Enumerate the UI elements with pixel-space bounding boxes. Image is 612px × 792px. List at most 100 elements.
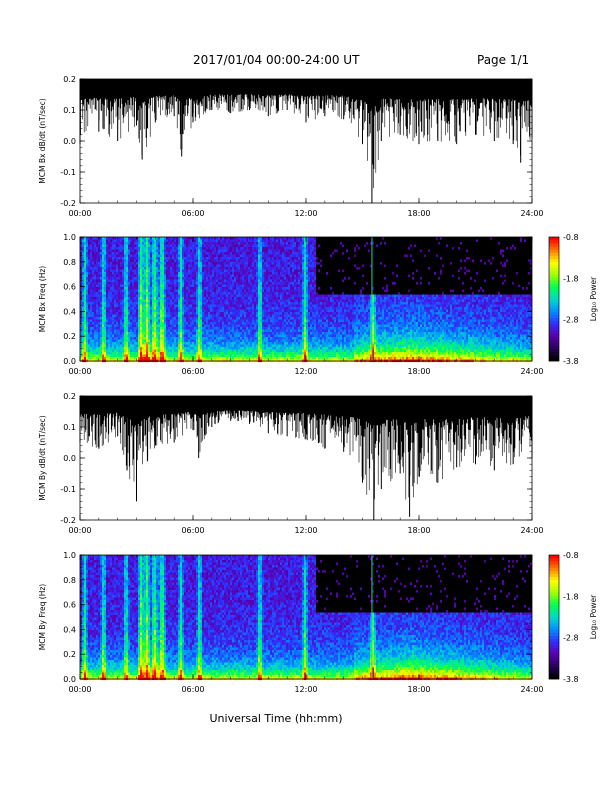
spectrogram-cell xyxy=(96,319,98,323)
spectrogram-cell xyxy=(92,342,94,345)
spectrogram-cell xyxy=(96,289,98,293)
spectrogram-cell xyxy=(106,257,108,260)
spectrogram-cell xyxy=(264,269,266,273)
spectrogram-cell xyxy=(228,357,230,360)
spectrogram-cell xyxy=(230,242,232,245)
spectrogram-cell xyxy=(224,262,226,265)
spectrogram-cell xyxy=(146,342,148,345)
spectrogram-cell xyxy=(184,242,186,245)
spectrogram-cell xyxy=(170,347,172,350)
spectrogram-cell xyxy=(176,354,178,358)
spectrogram-cell xyxy=(250,252,252,255)
spectrogram-cell xyxy=(116,277,118,280)
spectrogram-cell xyxy=(86,249,88,253)
spectrogram-cell xyxy=(80,357,82,360)
spectrogram-cell xyxy=(144,262,146,265)
spectrogram-cell xyxy=(232,242,234,245)
spectrogram-cell xyxy=(84,267,86,270)
spectrogram-cell xyxy=(118,294,120,298)
spectrogram-cell xyxy=(272,292,274,295)
spectrogram-cell xyxy=(216,239,218,243)
spectrogram-cell xyxy=(166,337,168,340)
spectrogram-cell xyxy=(208,352,210,355)
spectrogram-cell xyxy=(86,247,88,250)
spectrogram-cell xyxy=(92,297,94,300)
spectrogram-cell xyxy=(132,322,134,325)
spectrogram-cell xyxy=(150,277,152,280)
spectrogram-cell xyxy=(184,252,186,255)
spectrogram-cell xyxy=(258,274,260,278)
spectrogram-cell xyxy=(150,289,152,293)
spectrogram-cell xyxy=(154,237,156,240)
spectrogram-cell xyxy=(150,339,152,343)
spectrogram-cell xyxy=(188,304,190,308)
spectrogram-cell xyxy=(194,347,196,350)
spectrogram-cell xyxy=(248,307,250,310)
spectrogram-cell xyxy=(238,344,240,348)
spectrogram-cell xyxy=(104,334,106,338)
spectrogram-cell xyxy=(94,334,96,338)
spectrogram-cell xyxy=(136,339,138,343)
spectrogram-cell xyxy=(136,319,138,323)
spectrogram-cell xyxy=(116,314,118,318)
spectrogram-cell xyxy=(152,314,154,318)
spectrogram-cell xyxy=(106,309,108,313)
spectrogram-cell xyxy=(170,304,172,308)
spectrogram-cell xyxy=(248,354,250,358)
spectrogram-cell xyxy=(140,242,142,245)
spectrogram-cell xyxy=(150,247,152,250)
spectrogram-cell xyxy=(128,319,130,323)
spectrogram-cell xyxy=(176,284,178,288)
spectrogram-cell xyxy=(266,309,268,313)
spectrogram-cell xyxy=(168,242,170,245)
spectrogram-cell xyxy=(242,352,244,355)
spectrogram-cell xyxy=(196,262,198,265)
spectrogram-cell xyxy=(184,347,186,350)
spectrogram-cell xyxy=(192,322,194,325)
spectrogram-cell xyxy=(186,339,188,343)
spectrogram-cell xyxy=(116,292,118,295)
spectrogram-cell xyxy=(232,314,234,318)
spectrogram-cell xyxy=(216,242,218,245)
spectrogram-cell xyxy=(112,257,114,260)
spectrogram-cell xyxy=(226,302,228,305)
spectrogram-cell xyxy=(256,357,258,360)
spectrogram-cell xyxy=(138,347,140,350)
spectrogram-cell xyxy=(110,299,112,303)
spectrogram-cell xyxy=(106,322,108,325)
spectrogram-cell xyxy=(240,327,242,330)
spectrogram-cell xyxy=(246,312,248,315)
spectrogram-cell xyxy=(266,304,268,308)
spectrogram-cell xyxy=(134,254,136,258)
spectrogram-cell xyxy=(262,304,264,308)
spectrogram-cell xyxy=(124,302,126,305)
spectrogram-cell xyxy=(84,242,86,245)
spectrogram-cell xyxy=(224,292,226,295)
spectrogram-cell xyxy=(122,324,124,328)
spectrogram-cell xyxy=(258,257,260,260)
spectrogram-cell xyxy=(210,329,212,333)
spectrogram-cell xyxy=(270,287,272,290)
spectrogram-cell xyxy=(184,282,186,285)
spectrogram-cell xyxy=(210,252,212,255)
page-number: Page 1/1 xyxy=(477,53,530,67)
spectrogram-cell xyxy=(268,324,270,328)
spectrogram-cell xyxy=(250,357,252,360)
spectrogram-cell xyxy=(108,272,110,275)
spectrogram-cell xyxy=(138,289,140,293)
spectrogram-cell xyxy=(110,292,112,295)
spectrogram-cell xyxy=(250,242,252,245)
spectrogram-cell xyxy=(144,244,146,248)
spectrogram-cell xyxy=(136,294,138,298)
spectrogram-cell xyxy=(262,337,264,340)
spectrogram-cell xyxy=(162,284,164,288)
spectrogram-cell xyxy=(240,299,242,303)
spectrogram-cell xyxy=(256,292,258,295)
spectrogram-cell xyxy=(226,342,228,345)
spectrogram-cell xyxy=(104,327,106,330)
spectrogram-cell xyxy=(118,302,120,305)
spectrogram-cell xyxy=(118,309,120,313)
spectrogram-cell xyxy=(242,302,244,305)
spectrogram-cell xyxy=(202,284,204,288)
spectrogram-cell xyxy=(196,282,198,285)
